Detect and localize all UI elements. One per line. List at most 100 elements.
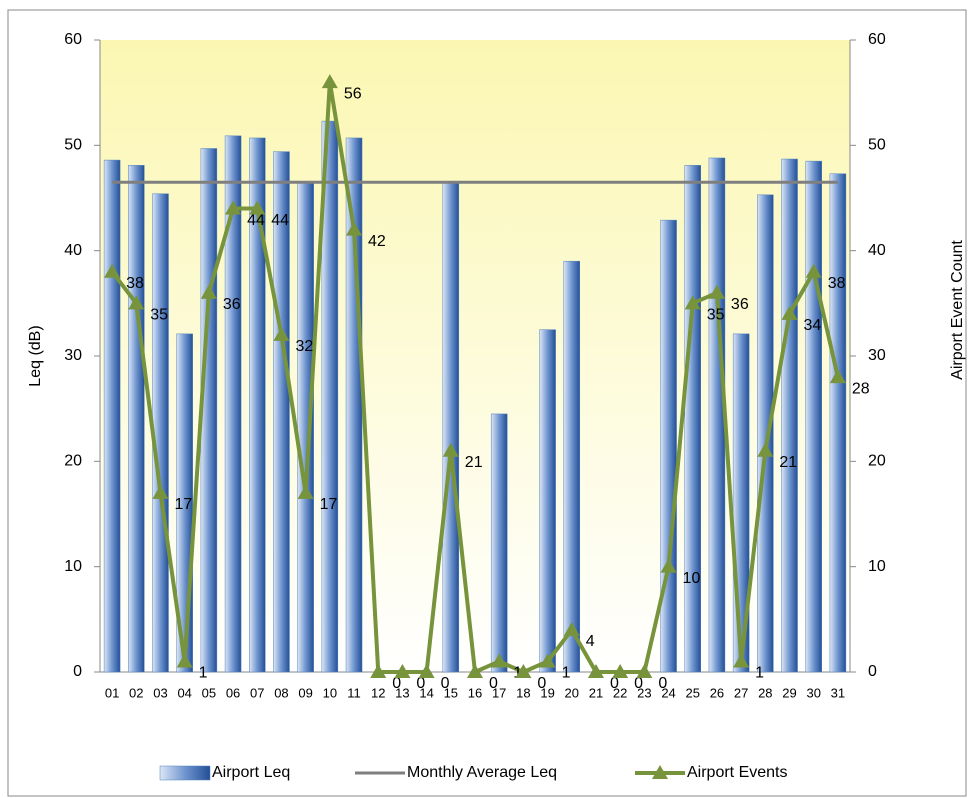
x-tick-label: 22 <box>613 685 627 700</box>
marker <box>152 484 169 499</box>
y2-tick-label: 30 <box>868 347 886 364</box>
x-tick-label: 14 <box>419 685 433 700</box>
data-label: 10 <box>683 570 701 587</box>
data-label: 36 <box>223 296 241 313</box>
data-label: 17 <box>320 496 338 513</box>
x-tick-label: 31 <box>831 685 845 700</box>
x-tick-label: 11 <box>347 685 361 700</box>
marker <box>200 284 217 299</box>
bar <box>539 329 556 673</box>
x-tick-label: 04 <box>177 685 191 700</box>
x-tick-label: 23 <box>637 685 651 700</box>
data-label: 1 <box>755 665 764 682</box>
x-tick-label: 02 <box>129 685 143 700</box>
y2-tick-label: 60 <box>868 31 886 48</box>
x-tick-label: 27 <box>734 685 748 700</box>
bar <box>563 260 581 673</box>
marker <box>757 442 774 457</box>
marker <box>829 369 846 384</box>
data-label: 0 <box>658 675 667 692</box>
bar <box>684 165 701 673</box>
data-label: 35 <box>150 307 168 324</box>
x-tick-label: 28 <box>758 685 772 700</box>
x-tick-label: 19 <box>540 685 554 700</box>
data-label: 0 <box>392 675 401 692</box>
marker <box>176 653 193 668</box>
marker <box>733 653 750 668</box>
y2-tick-label: 40 <box>868 242 886 259</box>
marker <box>612 664 629 678</box>
marker <box>104 263 121 278</box>
marker <box>781 305 798 320</box>
x-tick-label: 05 <box>202 685 216 700</box>
marker <box>467 664 483 678</box>
x-tick-label: 13 <box>395 685 409 700</box>
y-tick-label: 40 <box>64 242 82 259</box>
x-tick-label: 12 <box>371 685 385 700</box>
data-label: 36 <box>731 296 749 313</box>
x-tick-label: 20 <box>565 685 579 700</box>
data-label: 42 <box>368 233 386 250</box>
y2-axis-title: Airport Event Count <box>949 240 966 380</box>
y2-tick-label: 20 <box>868 453 886 470</box>
data-label: 0 <box>610 675 619 692</box>
bar <box>660 219 677 673</box>
bar <box>273 151 290 673</box>
x-tick-label: 03 <box>153 685 167 700</box>
marker <box>418 664 435 678</box>
bar <box>103 159 121 673</box>
bar <box>128 165 145 673</box>
x-tick-label: 18 <box>516 685 530 700</box>
bar <box>757 194 774 673</box>
x-tick-label: 16 <box>468 685 482 700</box>
marker <box>346 221 363 236</box>
x-tick-label: 08 <box>274 685 288 700</box>
y2-tick-label: 10 <box>868 558 886 575</box>
bar <box>708 157 726 673</box>
bar <box>200 148 218 673</box>
x-tick-label: 30 <box>806 685 820 700</box>
x-tick-label: 29 <box>782 685 796 700</box>
x-tick-label: 09 <box>298 685 312 700</box>
y-axis-title: Leq (dB) <box>27 325 44 386</box>
y-tick-label: 20 <box>64 453 82 470</box>
y-tick-label: 0 <box>73 663 82 680</box>
legend-label: Monthly Average Leq <box>407 764 557 781</box>
marker <box>370 664 387 678</box>
marker <box>225 200 242 215</box>
marker <box>297 484 314 499</box>
y2-tick-label: 50 <box>868 137 886 154</box>
x-tick-label: 17 <box>492 685 506 700</box>
data-label: 32 <box>295 338 313 355</box>
bar <box>224 135 242 673</box>
marker <box>636 664 653 678</box>
bar <box>490 413 508 673</box>
marker <box>660 558 677 573</box>
x-tick-label: 06 <box>226 685 240 700</box>
data-label: 21 <box>465 454 483 471</box>
y-tick-label: 60 <box>64 31 82 48</box>
x-tick-label: 07 <box>250 685 264 700</box>
marker <box>321 74 338 89</box>
bar <box>442 181 460 673</box>
data-label: 0 <box>416 675 425 692</box>
bar <box>321 120 339 673</box>
marker <box>249 200 266 215</box>
data-label: 0 <box>537 675 546 692</box>
marker <box>491 653 508 668</box>
y-tick-label: 10 <box>64 558 82 575</box>
x-tick-label: 25 <box>686 685 700 700</box>
bar <box>249 137 266 673</box>
data-label: 1 <box>562 665 571 682</box>
data-label: 34 <box>804 317 822 334</box>
bar <box>829 173 847 673</box>
data-label: 44 <box>271 212 289 229</box>
data-label: 17 <box>174 496 192 513</box>
marker <box>394 664 411 678</box>
legend-marker <box>652 765 668 779</box>
data-label: 28 <box>852 380 870 397</box>
data-label: 1 <box>513 665 522 682</box>
x-tick-label: 15 <box>444 685 458 700</box>
marker <box>684 295 701 310</box>
